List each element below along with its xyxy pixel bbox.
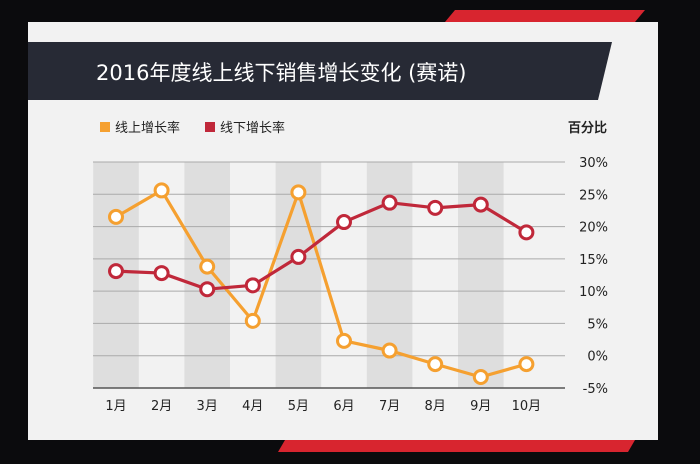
x-tick-label: 5月 (288, 399, 309, 414)
online-series-point (336, 332, 352, 349)
y-tick-label: 15% (579, 253, 608, 268)
online-series-point (427, 356, 444, 373)
offline-series-line (115, 201, 528, 291)
online-series-point (472, 369, 489, 386)
x-tick-label: 4月 (242, 399, 263, 414)
offline-series-point (518, 224, 535, 241)
online-series-point (199, 258, 216, 275)
legend-label-offline: 线下增长率 (220, 120, 285, 136)
grid-lines (93, 161, 565, 389)
y-tick-label: -5% (583, 382, 608, 397)
online-series-point (244, 312, 261, 329)
bottom-accent-stripe (278, 440, 635, 452)
y-tick-label: 20% (579, 221, 608, 236)
online-series-point (290, 184, 307, 201)
x-tick-label: 6月 (333, 399, 354, 414)
y-tick-label: 0% (587, 350, 608, 365)
offline-series-point (153, 265, 170, 282)
legend-swatch-online (100, 122, 110, 132)
x-axis-ticks: 1月 2月 3月 4月 5月 6月 7月 8月 9月 10月 (105, 399, 541, 414)
offline-series-point (381, 194, 398, 211)
y-tick-label: 5% (587, 317, 608, 332)
x-tick-label: 1月 (105, 399, 126, 414)
legend-swatch-offline (205, 122, 215, 132)
x-tick-label: 9月 (470, 399, 491, 414)
chart-title: 2016年度线上线下销售增长变化 (赛诺) (96, 61, 467, 85)
online-series-point (518, 356, 535, 373)
top-accent-stripe (445, 10, 645, 22)
online-series-point (381, 342, 398, 359)
offline-series-point (108, 263, 124, 280)
online-series-point (153, 182, 170, 199)
online-series-line (115, 188, 527, 379)
y-axis-unit-label: 百分比 (568, 120, 607, 136)
y-axis-ticks: 30% 25% 20% 15% 10% 5% 0% -5% (579, 156, 608, 397)
offline-series-point (244, 277, 261, 294)
legend-label-online: 线上增长率 (115, 120, 180, 136)
offline-series-point (290, 248, 307, 265)
offline-series-point (427, 199, 444, 216)
offline-series-point (199, 281, 216, 298)
x-tick-label: 3月 (197, 399, 218, 414)
offline-series-point (472, 196, 489, 213)
column-stripe (184, 162, 230, 388)
online-series-point (108, 208, 124, 225)
y-tick-label: 30% (579, 156, 608, 171)
x-tick-label: 10月 (512, 399, 542, 414)
y-tick-label: 10% (579, 285, 608, 300)
data-series (108, 182, 535, 386)
x-tick-label: 7月 (379, 399, 400, 414)
column-stripe (458, 162, 504, 388)
x-tick-label: 2月 (151, 399, 172, 414)
y-tick-label: 25% (579, 188, 608, 203)
x-tick-label: 8月 (425, 399, 446, 414)
title-banner (28, 42, 612, 100)
offline-series-point (336, 214, 352, 231)
